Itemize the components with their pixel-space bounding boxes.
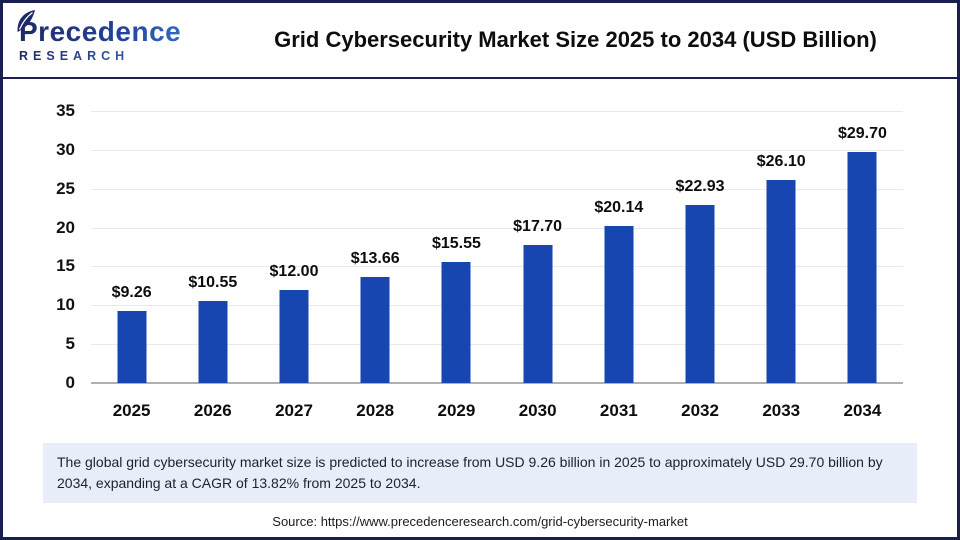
bar-group: $22.93 2032 bbox=[659, 111, 740, 420]
x-tick-label: 2034 bbox=[843, 401, 882, 420]
bar bbox=[766, 180, 796, 383]
bar bbox=[604, 226, 634, 383]
y-tick-label: 5 bbox=[65, 334, 75, 354]
x-tick-label: 2027 bbox=[275, 401, 313, 420]
y-tick-label: 15 bbox=[56, 256, 75, 276]
gridline bbox=[91, 266, 903, 268]
bar-group: $20.14 2031 bbox=[578, 111, 659, 420]
logo-wordmark: Precedence bbox=[19, 17, 208, 46]
gridline bbox=[91, 111, 903, 112]
bar-group: $9.26 2025 bbox=[91, 111, 172, 420]
x-tick-label: 2031 bbox=[599, 401, 638, 420]
gridline bbox=[91, 149, 903, 151]
bar-value-label: $29.70 bbox=[837, 125, 887, 143]
bar-group: $10.55 2026 bbox=[172, 111, 253, 420]
y-tick-label: 10 bbox=[56, 295, 75, 315]
x-tick-label: 2033 bbox=[762, 401, 801, 420]
logo-subtitle: RESEARCH bbox=[19, 49, 208, 63]
gridline bbox=[91, 344, 903, 346]
chart-title: Grid Cybersecurity Market Size 2025 to 2… bbox=[274, 27, 877, 52]
plot-area: $9.26 2025 $10.55 2026 $12.00 2027 $13.66 2028 $… bbox=[91, 111, 903, 420]
x-tick-label: 2026 bbox=[193, 401, 232, 420]
bar-chart: 0 5 10 15 20 25 30 35 $9.26 2025 $10.55 2026 $12.00… bbox=[3, 79, 957, 437]
bar bbox=[279, 289, 309, 383]
bar-value-label: $20.14 bbox=[594, 199, 644, 217]
bar-value-label: $10.55 bbox=[188, 274, 238, 292]
precedence-research-logo: Precedence RESEARCH bbox=[3, 9, 208, 63]
gridline bbox=[91, 305, 903, 307]
x-axis-line bbox=[91, 382, 903, 384]
bar bbox=[198, 301, 228, 383]
y-tick-label: 20 bbox=[56, 217, 75, 237]
bar bbox=[360, 276, 390, 383]
source-line: Source: https://www.precedenceresearch.c… bbox=[272, 514, 688, 529]
bar-group: $17.70 2030 bbox=[497, 111, 578, 420]
x-tick-label: 2025 bbox=[112, 401, 151, 420]
bar-value-label: $12.00 bbox=[269, 262, 319, 280]
bar-value-label: $22.93 bbox=[675, 177, 725, 195]
bar-value-label: $26.10 bbox=[756, 153, 806, 171]
y-axis: 0 5 10 15 20 25 30 35 bbox=[3, 101, 77, 392]
x-tick-label: 2028 bbox=[356, 401, 395, 420]
bar bbox=[847, 152, 877, 383]
gridline bbox=[91, 188, 903, 190]
bar-value-label: $17.70 bbox=[513, 218, 563, 236]
bar bbox=[117, 311, 147, 383]
bar-value-label: $9.26 bbox=[111, 284, 152, 302]
x-tick-label: 2029 bbox=[437, 401, 476, 420]
bar-group: $13.66 2028 bbox=[335, 111, 416, 420]
x-tick-label: 2032 bbox=[681, 401, 719, 420]
bar-group: $15.55 2029 bbox=[416, 111, 497, 420]
y-tick-label: 35 bbox=[56, 101, 75, 120]
bar bbox=[685, 204, 715, 383]
y-tick-label: 30 bbox=[56, 139, 75, 159]
y-tick-label: 25 bbox=[56, 178, 75, 198]
bar-value-label: $13.66 bbox=[350, 249, 400, 267]
bar bbox=[523, 245, 553, 383]
summary-box: The global grid cybersecurity market siz… bbox=[43, 443, 917, 503]
y-tick-label: 0 bbox=[65, 373, 75, 392]
x-tick-label: 2030 bbox=[518, 401, 557, 420]
bar-group: $26.10 2033 bbox=[741, 111, 822, 420]
gridline bbox=[91, 227, 903, 229]
header: Precedence RESEARCH Grid Cybersecurity M… bbox=[3, 3, 957, 79]
bar-group: $29.70 2034 bbox=[822, 111, 903, 420]
bar-value-label: $15.55 bbox=[431, 235, 481, 253]
leaf-icon bbox=[17, 9, 35, 32]
bar-group: $12.00 2027 bbox=[253, 111, 334, 420]
bar bbox=[441, 262, 471, 383]
